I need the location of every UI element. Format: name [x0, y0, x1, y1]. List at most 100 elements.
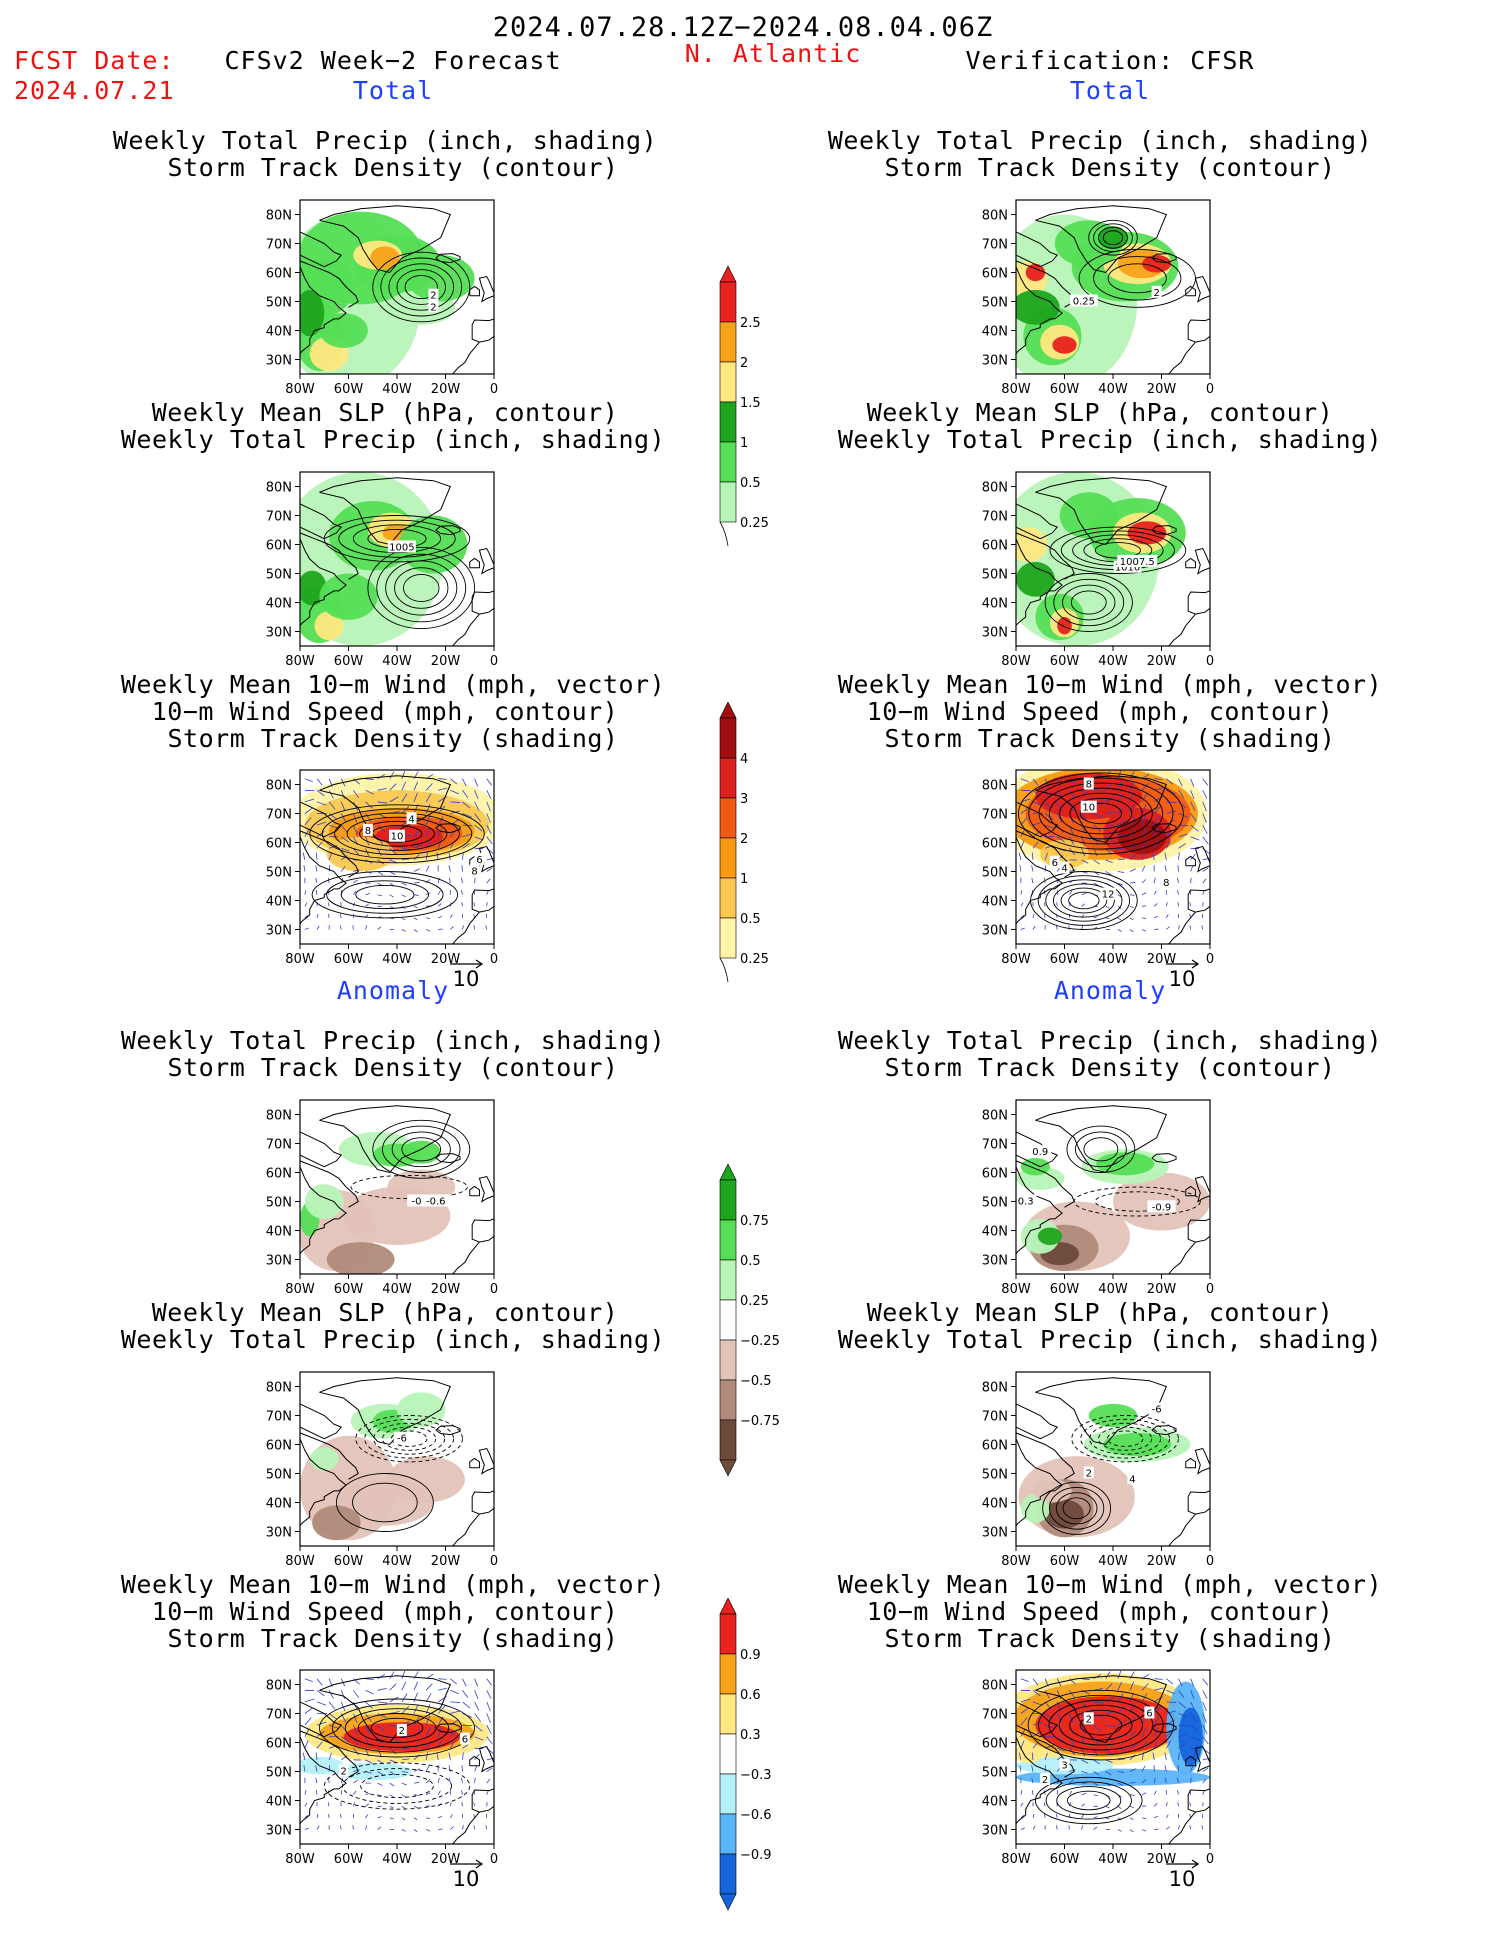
contour-label: -6	[397, 1434, 407, 1445]
lat-tick-label: 50N	[266, 296, 292, 311]
lat-tick-label: 60N	[266, 1167, 292, 1182]
contour-label: -6	[1152, 1405, 1162, 1416]
lat-tick-label: 70N	[266, 510, 292, 525]
lon-tick-label: 40W	[382, 1852, 412, 1867]
panel-title-fcst-anom-precip-1: Weekly Total Precip (inch, shading)	[121, 1028, 665, 1053]
lat-tick-label: 30N	[266, 924, 292, 939]
lon-tick-label: 80W	[1001, 1852, 1031, 1867]
colorbar-bin	[720, 1774, 736, 1814]
lat-tick-label: 70N	[266, 1410, 292, 1425]
verification-title: Verification: CFSR	[966, 48, 1255, 73]
colorbar-label: 2	[740, 356, 748, 371]
panel-title-cfsr-wind-3: Storm Track Density (shading)	[885, 726, 1336, 751]
lat-tick-label: 60N	[266, 1439, 292, 1454]
contour-label: -0.9	[1152, 1202, 1172, 1213]
colorbar-label: 4	[740, 752, 748, 767]
colorbar-label: 0.5	[740, 476, 761, 491]
lat-tick-label: 60N	[982, 1737, 1008, 1752]
fcst-date-label: FCST Date:	[14, 48, 175, 73]
lat-tick-label: 40N	[266, 1225, 292, 1240]
lon-tick-label: 20W	[431, 382, 461, 397]
colorbar-label: 2.5	[740, 316, 761, 331]
lat-tick-label: 60N	[982, 267, 1008, 282]
lon-tick-label: 40W	[382, 952, 412, 967]
panel-title-fcst-precip-1: Weekly Total Precip (inch, shading)	[113, 128, 657, 153]
lon-tick-label: 20W	[431, 1282, 461, 1297]
lat-tick-label: 80N	[266, 481, 292, 496]
lon-tick-label: 0	[1206, 1282, 1214, 1297]
panel-title-cfsr-wind-2: 10−m Wind Speed (mph, contour)	[867, 699, 1334, 724]
lon-tick-label: 0	[490, 382, 498, 397]
colorbar-label: 1.5	[740, 396, 761, 411]
lon-tick-label: 80W	[285, 952, 315, 967]
shading-blob	[1128, 521, 1167, 544]
vector-ref-arrow: 10	[1164, 958, 1204, 992]
lat-tick-label: 80N	[266, 209, 292, 224]
colorbar-bin	[720, 718, 736, 758]
lon-tick-label: 0	[1206, 952, 1214, 967]
vector-ref-fcst-anom: 10	[448, 1858, 488, 1896]
contour-label: 2	[1086, 1469, 1092, 1480]
contour-label: 4	[1129, 1474, 1135, 1485]
lat-tick-label: 30N	[982, 1824, 1008, 1839]
colorbar-label: 0.5	[740, 1254, 761, 1269]
lon-tick-label: 40W	[1098, 1282, 1128, 1297]
lat-tick-label: 70N	[982, 808, 1008, 823]
colorbar-bin	[720, 1654, 736, 1694]
lon-tick-label: 80W	[285, 1554, 315, 1569]
colorbar-bin	[720, 282, 736, 322]
lat-tick-label: 80N	[266, 1679, 292, 1694]
lat-tick-label: 70N	[266, 1138, 292, 1153]
lat-tick-label: 80N	[982, 209, 1008, 224]
shading-blob	[402, 1141, 441, 1164]
lat-tick-label: 80N	[266, 1381, 292, 1396]
lon-tick-label: 0	[1206, 1852, 1214, 1867]
lat-tick-label: 50N	[982, 296, 1008, 311]
lat-tick-label: 40N	[266, 325, 292, 340]
lat-tick-label: 70N	[982, 1138, 1008, 1153]
lat-tick-label: 50N	[982, 866, 1008, 881]
contour-label: 8	[1086, 780, 1092, 791]
contour-label: 4	[1061, 864, 1067, 875]
shading-blob	[1142, 255, 1171, 272]
colorbar-label: −0.25	[740, 1334, 780, 1349]
colorbar-bin	[720, 1260, 736, 1300]
lon-tick-label: 40W	[1098, 382, 1128, 397]
lat-tick-label: 80N	[982, 481, 1008, 496]
contour-label: 6	[476, 855, 482, 866]
lon-tick-label: 40W	[382, 382, 412, 397]
lon-tick-label: 20W	[1147, 1554, 1177, 1569]
lon-tick-label: 60W	[1050, 1282, 1080, 1297]
panel-title-cfsr-anom-wind-2: 10−m Wind Speed (mph, contour)	[867, 1599, 1334, 1624]
colorbar-bin	[720, 1300, 736, 1340]
colorbar: 2.521.510.50.25	[700, 266, 780, 562]
region-title: N. Atlantic	[685, 41, 862, 66]
vector-ref-fcst-total: 10	[448, 958, 488, 996]
shading-blob	[407, 255, 475, 301]
lon-tick-label: 80W	[285, 1282, 315, 1297]
colorbar-bin	[720, 758, 736, 798]
colorbar-label: −0.9	[740, 1848, 772, 1863]
lat-tick-label: 50N	[982, 1468, 1008, 1483]
lon-tick-label: 60W	[334, 1282, 364, 1297]
colorbar-bin	[720, 1220, 736, 1260]
lon-tick-label: 0	[490, 1852, 498, 1867]
vector-ref-cfsr-anom: 10	[1164, 1858, 1204, 1896]
colorbar-bin	[720, 1180, 736, 1220]
lat-tick-label: 60N	[982, 539, 1008, 554]
contour-label: 8	[471, 867, 477, 878]
